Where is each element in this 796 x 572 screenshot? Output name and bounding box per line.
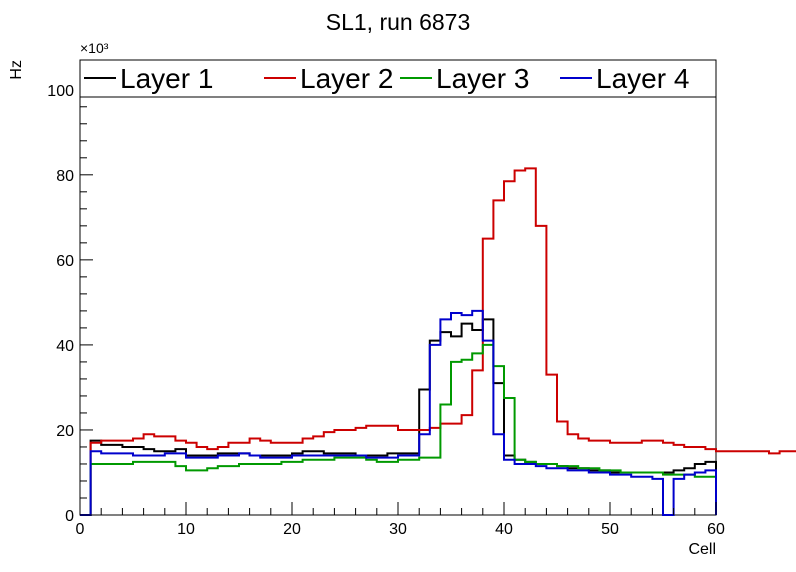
plot-frame — [79, 59, 717, 516]
y-tick-label: 60 — [56, 253, 74, 270]
legend-label-layer-4: Layer 4 — [596, 63, 689, 94]
x-tick-label: 20 — [283, 521, 301, 538]
y-tick-label: 40 — [56, 338, 74, 355]
series-line-layer-3 — [80, 343, 717, 516]
series-line-layer-4 — [80, 309, 717, 516]
x-tick-label: 0 — [76, 521, 85, 538]
x-tick-label: 50 — [601, 521, 619, 538]
series-line-layer-2 — [80, 167, 796, 516]
chart-title: SL1, run 6873 — [326, 9, 471, 35]
y-tick-label: 100 — [47, 83, 74, 100]
series-line-layer-1 — [80, 318, 717, 516]
x-tick-label: 30 — [389, 521, 407, 538]
y-axis: 0 20 40 60 80 100 — [47, 72, 93, 525]
y-axis-label: Hz — [8, 60, 25, 80]
y-tick-label: 80 — [56, 168, 74, 185]
x-tick-label: 40 — [495, 521, 513, 538]
y-tick-label: 0 — [65, 508, 74, 525]
legend-label-layer-2: Layer 2 — [300, 63, 393, 94]
legend-box — [79, 59, 717, 98]
y-tick-label: 20 — [56, 423, 74, 440]
x-axis: 0 10 20 30 40 50 60 — [76, 502, 725, 538]
x-tick-label: 10 — [177, 521, 195, 538]
series-layer — [80, 167, 796, 516]
x-tick-label: 60 — [707, 521, 725, 538]
y-multiplier-label: ×10³ — [80, 40, 109, 56]
x-axis-label: Cell — [688, 541, 716, 558]
legend: Layer 1 Layer 2 Layer 3 Layer 4 — [79, 59, 717, 98]
legend-label-layer-3: Layer 3 — [436, 63, 529, 94]
legend-label-layer-1: Layer 1 — [120, 63, 213, 94]
